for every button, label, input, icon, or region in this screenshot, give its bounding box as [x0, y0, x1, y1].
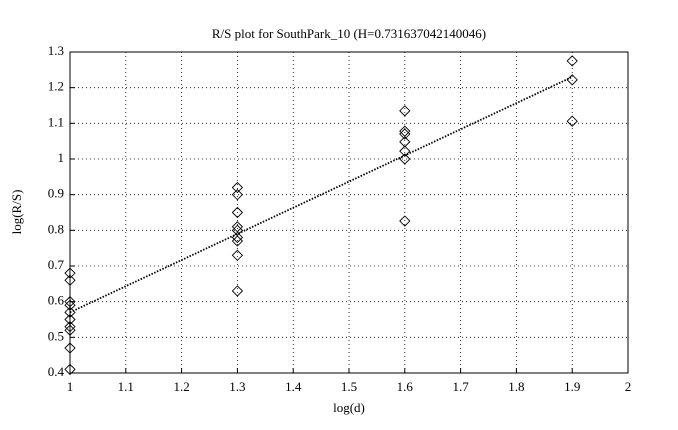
point: [231, 249, 244, 261]
x-tick-label: 1.5: [341, 379, 357, 394]
plot-frame: [69, 51, 629, 374]
point: [231, 181, 244, 194]
y-tick-label: 0.6: [48, 293, 65, 308]
chart-title: R/S plot for SouthPark_10 (H=0.731637042…: [212, 26, 486, 41]
x-tick-label: 1.3: [229, 379, 245, 394]
y-tick-label: 1.2: [48, 79, 64, 94]
x-tick-label: 1.2: [173, 379, 189, 394]
y-tick-label: 0.9: [48, 186, 64, 201]
point: [399, 153, 411, 165]
y-tick-label: 1.1: [48, 114, 64, 129]
point: [64, 267, 76, 279]
x-tick-label: 1: [67, 379, 74, 394]
point: [64, 320, 76, 333]
point: [64, 313, 76, 326]
y-tick-label: 1.3: [48, 43, 64, 58]
x-tick-label: 2: [625, 379, 632, 394]
x-tick-label: 1.1: [118, 379, 134, 394]
point: [64, 342, 76, 354]
point: [231, 285, 244, 297]
point: [399, 136, 411, 148]
x-tick-label: 1.4: [285, 379, 302, 394]
point: [231, 189, 244, 201]
x-tick-label: 1.8: [508, 379, 524, 394]
point: [399, 105, 411, 117]
y-tick-label: 0.8: [48, 221, 64, 236]
x-axis-label: log(d): [333, 400, 365, 415]
y-tick-label: 0.7: [48, 257, 65, 272]
y-tick-label: 0.4: [48, 364, 65, 379]
point: [566, 115, 578, 127]
point: [566, 55, 578, 67]
fit-line: [69, 76, 573, 314]
point: [399, 125, 411, 137]
point: [399, 215, 411, 227]
point: [566, 74, 578, 86]
point: [231, 235, 244, 247]
point: [64, 296, 76, 308]
point: [231, 221, 244, 233]
point: [399, 128, 411, 140]
point: [64, 299, 76, 311]
point: [64, 274, 76, 286]
y-tick-label: 0.5: [48, 328, 64, 343]
x-tick-label: 1.6: [397, 379, 414, 394]
x-tick-label: 1.7: [452, 379, 469, 394]
point: [64, 324, 76, 336]
x-tick-label: 1.9: [564, 379, 580, 394]
y-axis-label: log(R/S): [9, 190, 24, 235]
y-tick-label: 1: [58, 150, 65, 165]
point: [64, 363, 76, 376]
point: [231, 224, 244, 236]
point: [231, 206, 244, 219]
